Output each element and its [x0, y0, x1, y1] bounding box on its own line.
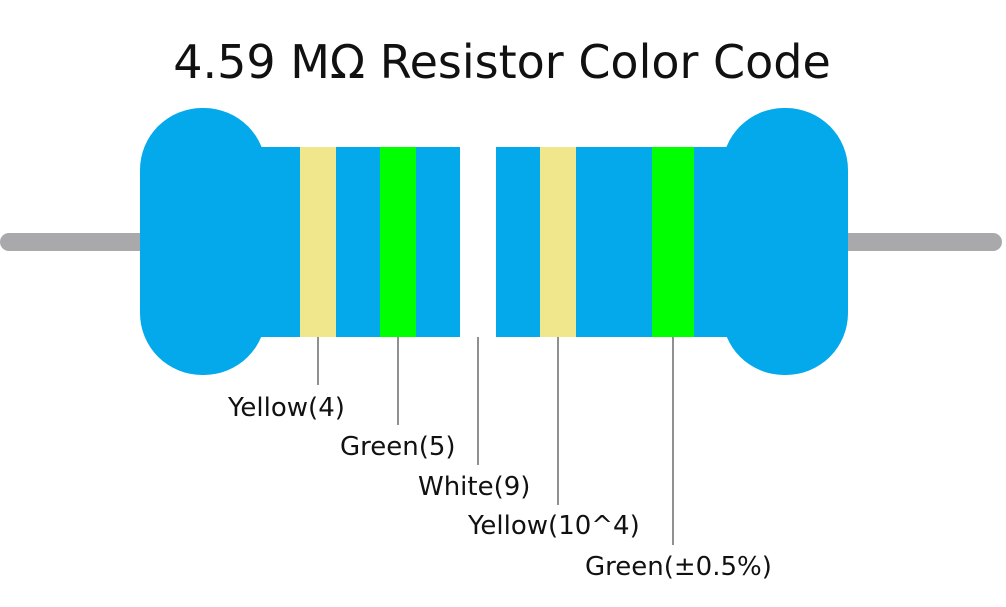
bands: Yellow(4) Green(5) White(9) Yellow(10^4) Gre… [227, 147, 772, 582]
color-band [652, 147, 694, 337]
band-label: Green(5) [340, 432, 456, 462]
title: 4.59 MΩ Resistor Color Code [173, 35, 831, 89]
band-label: Green(±0.5%) [585, 552, 772, 582]
band-label: Yellow(10^4) [467, 511, 640, 541]
band-label: White(9) [418, 472, 530, 502]
color-band [460, 147, 496, 337]
color-band [380, 147, 416, 337]
color-band [540, 147, 576, 337]
band-label: Yellow(4) [227, 393, 345, 423]
color-band [300, 147, 336, 337]
